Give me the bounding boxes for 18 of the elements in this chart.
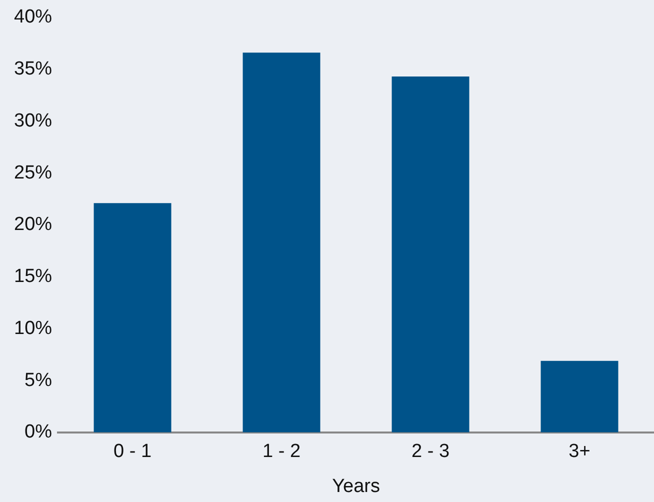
y-tick-label: 10% <box>14 318 52 339</box>
y-tick-label: 35% <box>14 58 52 80</box>
x-tick-label: 1 - 2 <box>262 441 301 462</box>
y-tick-label: 25% <box>14 162 52 184</box>
y-tick-label: 30% <box>14 110 52 132</box>
bar <box>392 76 470 432</box>
y-tick-label: 5% <box>24 370 52 391</box>
y-tick-label: 0% <box>24 422 52 443</box>
y-tick-label: 15% <box>14 266 52 288</box>
bar <box>242 52 320 432</box>
x-tick-label: 2 - 3 <box>411 441 450 462</box>
y-tick-label: 40% <box>14 6 52 28</box>
x-tick-label: 0 - 1 <box>114 441 152 462</box>
x-axis-title: Years <box>332 476 380 497</box>
bar <box>94 203 172 432</box>
bar <box>540 360 618 432</box>
y-tick-label: 20% <box>14 214 52 236</box>
x-tick-label: 3+ <box>568 441 590 462</box>
